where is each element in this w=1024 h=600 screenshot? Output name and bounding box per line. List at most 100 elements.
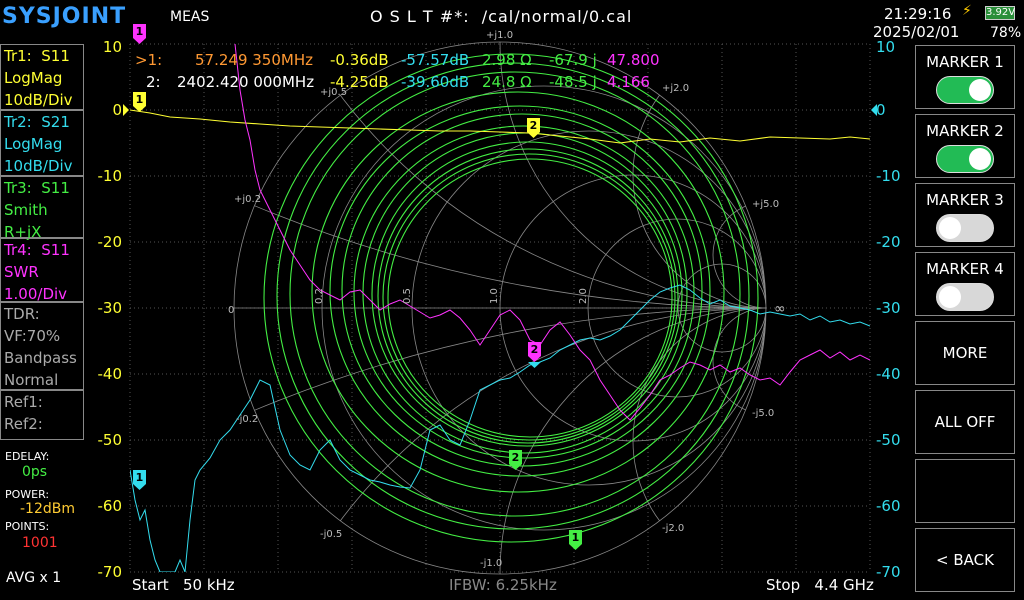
marker-2-flag-swr-icon: 2	[528, 342, 541, 362]
trace-format: SWR	[4, 263, 39, 281]
clock-date: 2025/02/01	[873, 23, 960, 41]
smith-label-j1: +j1.0	[486, 30, 513, 41]
marker-2-s11: -4.25dB	[330, 73, 389, 91]
left-tick: -10	[97, 167, 123, 185]
stop-value: 4.4 GHz	[814, 576, 874, 594]
all-off-label: ALL OFF	[934, 413, 996, 431]
smith-label-r02: 0.2	[314, 288, 325, 304]
svg-text:1: 1	[136, 93, 144, 106]
right-tick: -30	[876, 299, 901, 317]
start-frequency[interactable]: Start 50 kHz	[132, 576, 235, 594]
avg-label[interactable]: AVG x 1	[6, 570, 62, 586]
points-value[interactable]: 1001	[22, 535, 58, 551]
trace-scale: 10dB/Div	[4, 157, 73, 175]
svg-text:1: 1	[572, 531, 580, 544]
marker-1-freq: 57.249 350MHz	[195, 51, 313, 69]
start-label: Start	[132, 576, 169, 594]
marker-1-swr: 47.800	[607, 51, 660, 69]
smith-label-r05: 0.5	[402, 288, 413, 304]
empty-button[interactable]	[915, 459, 1015, 523]
marker-1-flag-smith-icon: 1	[569, 530, 582, 550]
tdr-vf: VF:70%	[4, 327, 61, 345]
smith-label-j5: +j5.0	[752, 199, 779, 210]
smith-label-r1: 1.0	[489, 288, 500, 304]
marker-2-toggle[interactable]	[936, 145, 994, 173]
marker-2-r: 24.8 Ω	[482, 73, 532, 91]
back-label: < BACK	[936, 551, 994, 569]
right-tick: -50	[876, 431, 901, 449]
marker-1-button[interactable]: MARKER 1	[915, 45, 1015, 109]
marker-4-button[interactable]: MARKER 4	[915, 252, 1015, 316]
cal-status: O S L T #*: /cal/normal/0.cal	[370, 7, 632, 26]
right-tick: 0	[876, 101, 886, 119]
trace-scale: 10dB/Div	[4, 91, 73, 109]
trace-4-panel[interactable]: Tr4: S11 SWR 1.00/Div	[0, 238, 84, 303]
marker-2-swr: 4.166	[607, 73, 650, 91]
smith-label-nj05: -j0.5	[320, 529, 342, 540]
ref2-label: Ref2:	[4, 415, 43, 433]
marker-4-toggle[interactable]	[936, 283, 994, 311]
more-button[interactable]: MORE	[915, 321, 1015, 385]
tdr-title: TDR:	[4, 305, 40, 323]
cal-status-flags: O S L T #*:	[370, 7, 470, 26]
marker-2-button[interactable]: MARKER 2	[915, 114, 1015, 178]
marker-1-x: -67.9 j	[549, 51, 597, 69]
more-label: MORE	[942, 344, 988, 362]
trace-2-panel[interactable]: Tr2: S21 LogMag 10dB/Div	[0, 110, 84, 176]
left-tick: -70	[97, 563, 123, 581]
back-button[interactable]: < BACK	[915, 528, 1015, 592]
svg-text:1: 1	[136, 25, 144, 38]
trace-param: S11	[41, 179, 70, 197]
marker-2-flag-smith-icon: 2	[509, 450, 522, 470]
marker-1-flag-s11-icon: 1	[133, 92, 146, 112]
stop-label: Stop	[766, 576, 801, 594]
mode-label: MEAS	[170, 9, 210, 25]
right-tick: 10	[876, 38, 896, 56]
trace-id: Tr1:	[4, 47, 32, 65]
battery-percent: 78%	[990, 25, 1022, 41]
trace-scale: R+jX	[4, 223, 42, 241]
power-label: POWER:	[5, 488, 50, 501]
marker-flags[interactable]: 1 1 1 1 2 2 2	[133, 24, 582, 550]
edelay-value[interactable]: 0ps	[22, 464, 48, 480]
right-tick: -60	[876, 497, 901, 515]
right-tick: -70	[876, 563, 901, 581]
marker-2-flag-s21-icon	[528, 362, 541, 368]
trace-3-panel[interactable]: Tr3: S11 Smith R+jX	[0, 176, 84, 241]
left-tick: 10	[102, 38, 122, 56]
swr-trace	[234, 44, 870, 421]
trace-id: Tr2:	[4, 113, 32, 131]
start-value: 50 kHz	[182, 576, 235, 594]
marker-3-button[interactable]: MARKER 3	[915, 183, 1015, 247]
ifbw-label[interactable]: IFBW: 6.25kHz	[449, 576, 557, 594]
left-tick: -40	[97, 365, 123, 383]
marker-1-s21: -57.57dB	[401, 51, 470, 69]
trace-format: Smith	[4, 201, 48, 219]
ref-panel[interactable]: Ref1: Ref2:	[0, 390, 84, 440]
stop-frequency[interactable]: Stop 4.4 GHz	[766, 576, 874, 594]
marker-3-toggle[interactable]	[936, 214, 994, 242]
smith-label-nj1: -j1.0	[480, 558, 502, 569]
marker-1-toggle[interactable]	[936, 76, 994, 104]
charging-icon: ⚡	[962, 3, 972, 19]
tdr-mode: Bandpass	[4, 349, 77, 367]
tdr-panel[interactable]: TDR: VF:70% Bandpass Normal	[0, 302, 84, 390]
svg-text:2: 2	[531, 343, 539, 356]
marker-readout-1: >1: 57.249 350MHz -0.36dB -57.57dB 2.98 …	[133, 51, 873, 71]
trace-1-panel[interactable]: Tr1: S11 LogMag 10dB/Div	[0, 44, 84, 110]
power-value[interactable]: -12dBm	[20, 501, 75, 517]
trace-scale: 1.00/Div	[4, 285, 68, 303]
marker-2-x: -48.5 j	[549, 73, 597, 91]
all-off-button[interactable]: ALL OFF	[915, 390, 1015, 454]
smith-label-nj02: -j0.2	[236, 414, 258, 425]
smith-label-j02: +j0.2	[234, 194, 261, 205]
smith-label-r2: 2.0	[578, 288, 589, 304]
trace-id: Tr4:	[4, 241, 32, 259]
left-tick: -50	[97, 431, 123, 449]
marker-1-flag-s21-icon: 1	[133, 470, 146, 490]
s21-trace	[130, 284, 870, 572]
smith-label-nj2: -j2.0	[662, 523, 684, 534]
edelay-label: EDELAY:	[5, 450, 50, 463]
